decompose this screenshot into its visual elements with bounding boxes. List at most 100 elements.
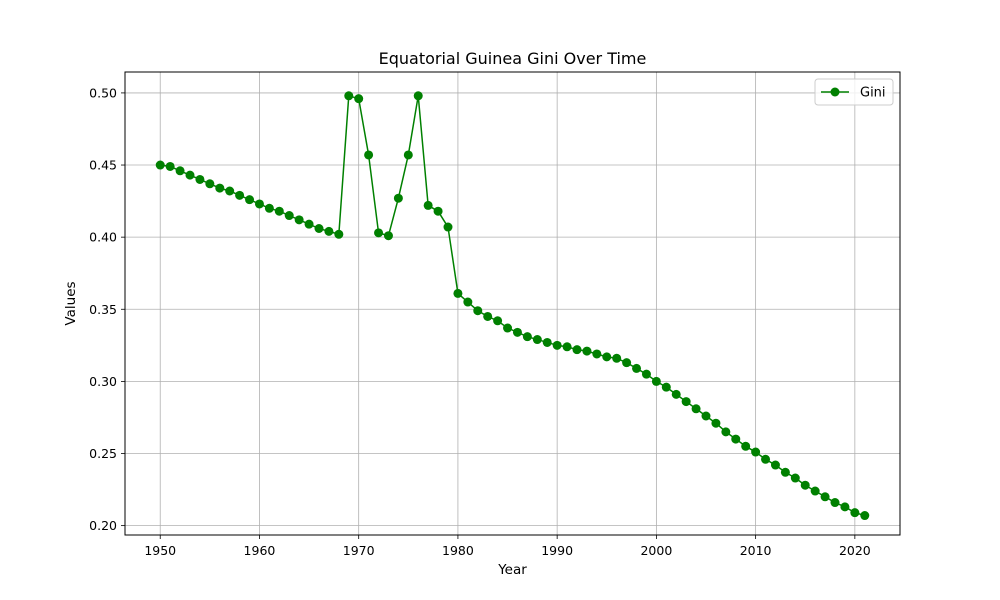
- data-point: [522, 332, 532, 342]
- data-point: [651, 376, 661, 386]
- data-point: [691, 404, 701, 414]
- data-point: [254, 199, 264, 209]
- x-tick-label: 1970: [343, 543, 375, 558]
- data-point: [641, 369, 651, 379]
- data-point: [483, 311, 493, 321]
- data-point: [364, 150, 374, 160]
- data-point: [274, 206, 284, 216]
- data-point: [741, 441, 751, 451]
- data-point: [413, 91, 423, 101]
- data-point: [443, 222, 453, 232]
- y-axis: 0.20 0.25 0.30 0.35 0.40 0.45 0.50: [89, 85, 125, 533]
- data-point: [612, 353, 622, 363]
- x-axis-label: Year: [497, 562, 527, 578]
- data-point: [572, 345, 582, 355]
- data-point: [632, 363, 642, 373]
- data-point: [493, 316, 503, 326]
- data-point: [453, 288, 463, 298]
- data-point: [780, 467, 790, 477]
- x-tick-label: 2010: [740, 543, 772, 558]
- data-point: [423, 200, 433, 210]
- legend-entry-gini: Gini: [860, 86, 886, 101]
- data-point: [294, 215, 304, 225]
- data-point: [284, 211, 294, 221]
- data-point: [503, 323, 513, 333]
- data-point: [245, 195, 255, 205]
- data-point: [374, 228, 384, 238]
- y-tick-label: 0.35: [89, 302, 117, 317]
- data-point: [770, 460, 780, 470]
- data-point: [185, 170, 195, 180]
- data-point: [324, 226, 334, 236]
- series-layer: [155, 91, 870, 521]
- data-point: [592, 349, 602, 359]
- x-tick-label: 1960: [244, 543, 276, 558]
- data-point: [393, 193, 403, 203]
- data-point: [165, 161, 175, 171]
- data-point: [235, 190, 245, 200]
- data-point: [344, 91, 354, 101]
- data-point: [463, 297, 473, 307]
- x-tick-label: 2000: [640, 543, 672, 558]
- data-point: [195, 174, 205, 184]
- data-point: [751, 447, 761, 457]
- y-tick-label: 0.50: [89, 85, 117, 100]
- data-point: [622, 358, 632, 368]
- data-point: [512, 327, 522, 337]
- data-point: [562, 342, 572, 352]
- data-point: [711, 418, 721, 428]
- x-tick-label: 1980: [442, 543, 474, 558]
- data-point: [155, 160, 165, 170]
- data-point: [790, 473, 800, 483]
- data-point: [532, 335, 542, 345]
- data-point: [473, 306, 483, 316]
- data-point: [264, 203, 274, 213]
- data-point: [701, 411, 711, 421]
- data-point: [383, 231, 393, 241]
- data-point: [304, 219, 314, 229]
- data-point: [830, 498, 840, 508]
- data-point: [721, 427, 731, 437]
- chart-title: Equatorial Guinea Gini Over Time: [379, 49, 647, 68]
- data-point: [800, 480, 810, 490]
- grid-lines: [125, 72, 900, 535]
- data-point: [314, 224, 324, 233]
- x-tick-label: 1990: [541, 543, 573, 558]
- y-axis-label: Values: [63, 281, 79, 325]
- y-tick-label: 0.40: [89, 230, 117, 245]
- data-point: [761, 454, 771, 464]
- legend: Gini: [814, 78, 894, 106]
- data-point: [433, 206, 443, 216]
- data-point: [334, 229, 344, 239]
- data-point: [552, 340, 562, 350]
- data-point: [731, 434, 741, 444]
- data-point: [681, 397, 691, 407]
- data-point: [542, 337, 552, 347]
- x-tick-label: 2020: [839, 543, 871, 558]
- plot-frame: [124, 71, 901, 536]
- data-point: [810, 486, 820, 496]
- data-point: [354, 94, 364, 104]
- data-point: [661, 382, 671, 392]
- data-point: [840, 502, 850, 512]
- data-point: [860, 511, 870, 521]
- y-tick-label: 0.20: [89, 518, 117, 533]
- data-point: [225, 186, 235, 196]
- data-point: [671, 389, 681, 399]
- data-point: [215, 183, 225, 193]
- data-point: [205, 179, 215, 189]
- y-tick-label: 0.25: [89, 446, 117, 461]
- x-tick-label: 1950: [144, 543, 176, 558]
- y-tick-label: 0.45: [89, 158, 117, 173]
- data-point: [820, 492, 830, 502]
- data-point: [175, 166, 185, 176]
- data-point: [403, 150, 413, 160]
- x-axis: 1950 1960 1970 1980 1990 2000 2010 2020: [144, 535, 871, 558]
- data-point: [602, 352, 612, 362]
- data-point: [850, 508, 860, 518]
- legend-box: [814, 78, 894, 106]
- legend-marker: [830, 87, 840, 97]
- y-tick-label: 0.30: [89, 374, 117, 389]
- data-point: [582, 346, 592, 356]
